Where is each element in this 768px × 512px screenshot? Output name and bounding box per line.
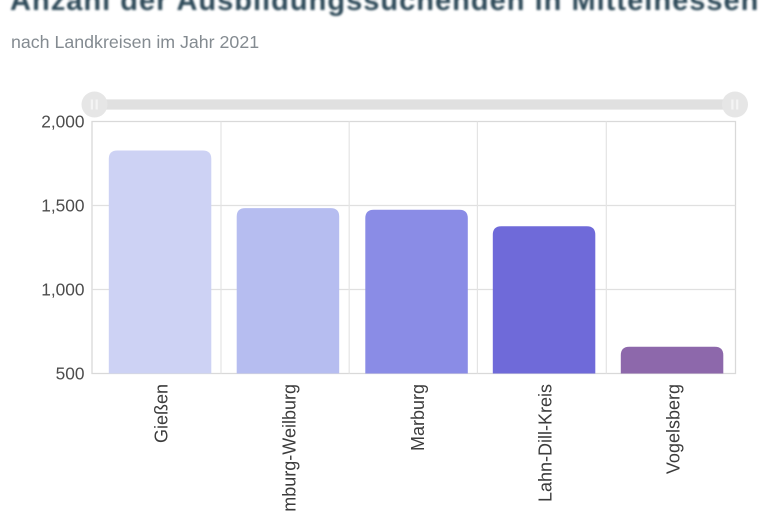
svg-text:Gießen: Gießen [152, 384, 172, 443]
svg-text:Vogelsberg: Vogelsberg [664, 384, 684, 474]
svg-text:Lahn-Dill-Kreis: Lahn-Dill-Kreis [536, 384, 556, 502]
svg-text:Marburg: Marburg [408, 384, 428, 451]
svg-text:500: 500 [56, 364, 85, 384]
svg-text:2,000: 2,000 [41, 112, 84, 132]
svg-text:1,500: 1,500 [41, 196, 84, 216]
svg-text:Limburg-Weilburg: Limburg-Weilburg [280, 384, 300, 512]
svg-text:1,000: 1,000 [41, 280, 84, 300]
